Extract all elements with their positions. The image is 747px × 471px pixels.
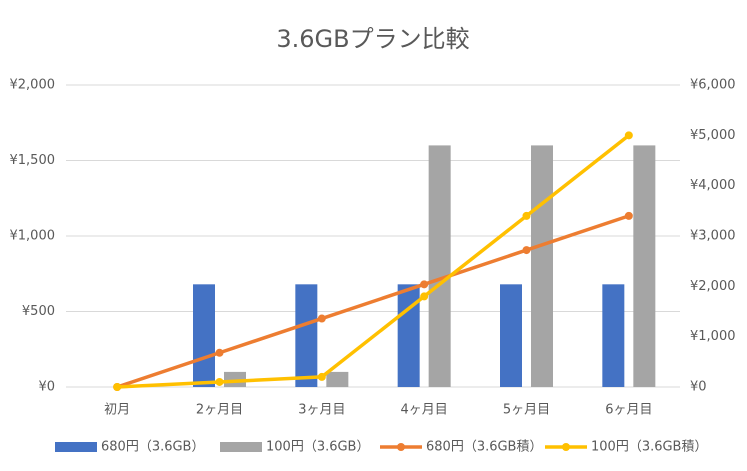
- y-tick-label: ¥1,500: [10, 153, 56, 168]
- point: [420, 292, 429, 301]
- y2-tick-label: ¥0: [690, 380, 707, 395]
- y2-tick-label: ¥2,000: [690, 279, 736, 294]
- bar: [193, 284, 215, 387]
- point: [522, 246, 531, 255]
- y-tick-label: ¥2,000: [10, 78, 56, 93]
- legend-label: 680円（3.6GB）: [101, 440, 204, 455]
- y2-tick-label: ¥3,000: [690, 229, 736, 244]
- x-tick-label: 3ヶ月目: [298, 403, 345, 418]
- bar: [326, 371, 349, 387]
- bar: [633, 145, 656, 387]
- bar: [500, 284, 522, 387]
- y2-tick-label: ¥4,000: [690, 178, 736, 193]
- legend-label: 680円（3.6GB積）: [426, 440, 542, 455]
- y2-tick-label: ¥6,000: [690, 78, 736, 93]
- bar: [428, 145, 451, 387]
- point: [113, 383, 122, 391]
- y-tick-label: ¥0: [38, 380, 55, 395]
- legend-label: 100円（3.6GB）: [266, 440, 369, 455]
- y2-tick-label: ¥1,000: [690, 329, 736, 344]
- point: [420, 280, 429, 289]
- x-tick-label: 4ヶ月目: [401, 403, 448, 418]
- point: [624, 131, 633, 140]
- bar: [295, 284, 318, 387]
- chart-title: 3.6GBプラン比較: [276, 25, 469, 53]
- y-tick-label: ¥500: [22, 304, 55, 319]
- point: [624, 211, 633, 220]
- bar: [397, 284, 420, 387]
- bar: [602, 284, 625, 387]
- y2-tick-label: ¥5,000: [690, 128, 736, 143]
- bar: [531, 145, 553, 387]
- point: [317, 314, 326, 323]
- x-tick-label: 5ヶ月目: [503, 403, 550, 418]
- x-tick-label: 2ヶ月目: [196, 403, 243, 418]
- legend-swatch: [220, 442, 262, 452]
- point: [317, 372, 326, 381]
- line: [117, 133, 630, 389]
- legend-marker: [562, 443, 570, 451]
- legend-label: 100円（3.6GB積）: [591, 440, 707, 455]
- legend-marker: [397, 443, 405, 451]
- legend-swatch: [55, 442, 97, 452]
- point: [522, 211, 531, 220]
- x-tick-label: 6ヶ月目: [605, 403, 652, 418]
- y-tick-label: ¥1,000: [10, 229, 56, 244]
- point: [215, 348, 224, 357]
- point: [215, 377, 224, 386]
- x-tick-label: 初月: [104, 403, 130, 418]
- line: [116, 214, 630, 389]
